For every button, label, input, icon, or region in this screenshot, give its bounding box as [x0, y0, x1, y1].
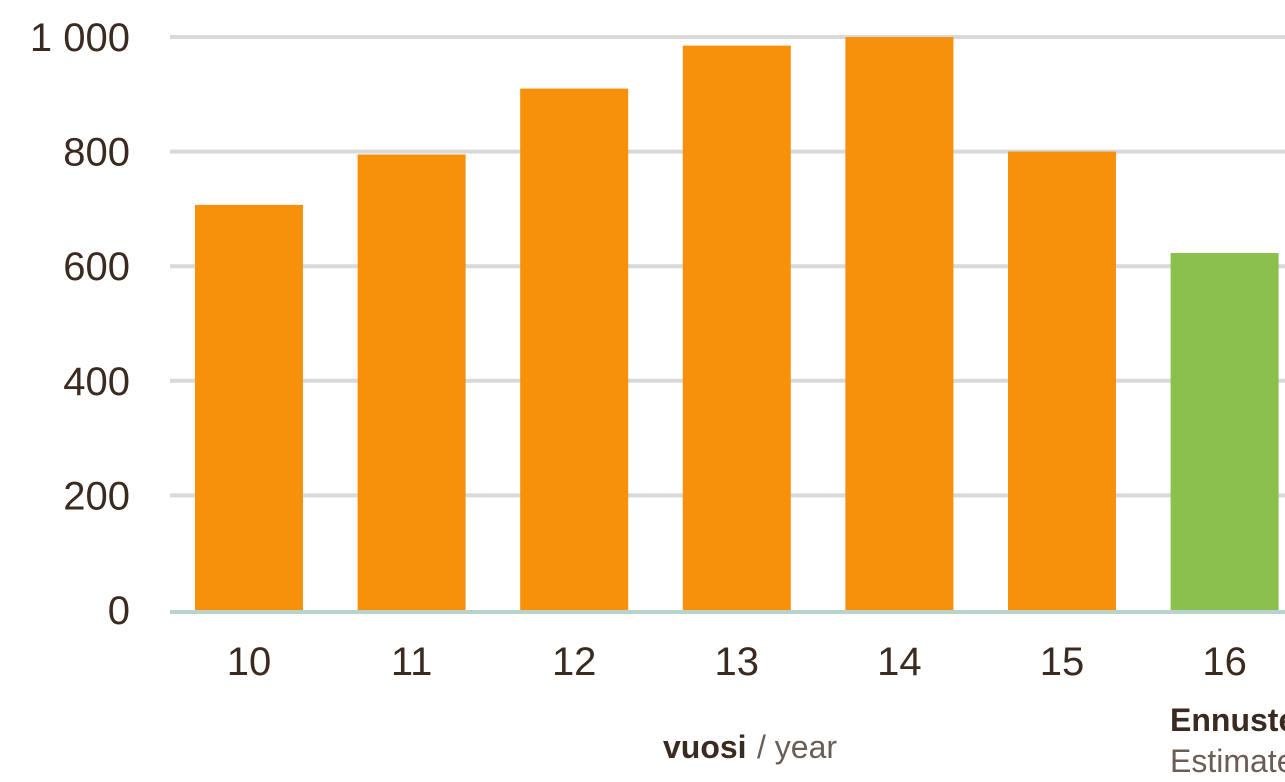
y-tick-label: 400 — [63, 360, 130, 404]
x-tick-label: 15 — [1040, 640, 1085, 684]
x-axis-ticks: 10 11 12 13 14 15 16 — [227, 640, 1247, 684]
y-tick-label: 800 — [63, 131, 130, 175]
x-tick-label: 10 — [227, 640, 272, 684]
bar — [1008, 151, 1116, 610]
x-tick-label: 14 — [877, 640, 922, 684]
bar — [845, 37, 954, 610]
estimate-label-bold: Ennuste — [1170, 702, 1285, 738]
bars — [195, 37, 1279, 611]
y-axis-ticks: 0 200 400 600 800 1 000 — [30, 16, 130, 633]
estimate-label-light: Estimate — [1170, 743, 1285, 779]
y-tick-label: 200 — [63, 474, 130, 518]
bar — [357, 154, 466, 610]
x-axis-title-light: / year — [757, 729, 837, 765]
x-tick-label: 12 — [552, 640, 597, 684]
bar — [520, 88, 629, 610]
y-tick-label: 0 — [108, 589, 130, 633]
x-tick-label: 11 — [391, 640, 433, 684]
y-tick-label: 1 000 — [30, 16, 130, 60]
bar — [682, 45, 791, 611]
x-tick-label: 13 — [715, 640, 760, 684]
bar-estimate — [1170, 253, 1279, 610]
x-axis-title-bold: vuosi — [663, 729, 747, 765]
bar — [195, 204, 303, 610]
x-tick-label: 16 — [1202, 640, 1247, 684]
x-axis-title: vuosi / year — [663, 729, 837, 765]
y-tick-label: 600 — [63, 245, 130, 289]
